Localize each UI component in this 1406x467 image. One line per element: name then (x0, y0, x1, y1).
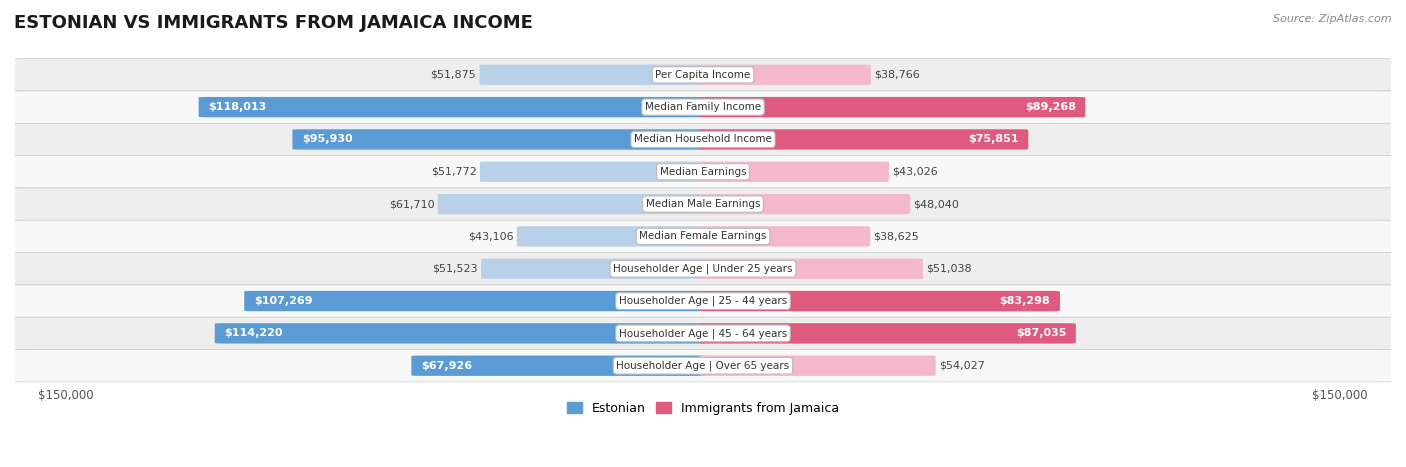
FancyBboxPatch shape (3, 188, 1403, 220)
FancyBboxPatch shape (198, 97, 706, 117)
FancyBboxPatch shape (3, 253, 1403, 285)
FancyBboxPatch shape (700, 162, 889, 182)
Text: $51,038: $51,038 (927, 264, 972, 274)
Text: $67,926: $67,926 (420, 361, 472, 371)
Text: ESTONIAN VS IMMIGRANTS FROM JAMAICA INCOME: ESTONIAN VS IMMIGRANTS FROM JAMAICA INCO… (14, 14, 533, 32)
FancyBboxPatch shape (3, 317, 1403, 349)
FancyBboxPatch shape (479, 64, 706, 85)
FancyBboxPatch shape (700, 194, 910, 214)
Text: $38,625: $38,625 (873, 232, 920, 241)
Text: $114,220: $114,220 (225, 328, 283, 339)
FancyBboxPatch shape (700, 226, 870, 247)
FancyBboxPatch shape (3, 285, 1403, 317)
Text: $118,013: $118,013 (208, 102, 266, 112)
FancyBboxPatch shape (3, 59, 1403, 91)
FancyBboxPatch shape (412, 355, 706, 376)
Text: $75,851: $75,851 (969, 134, 1019, 144)
Text: $107,269: $107,269 (254, 296, 312, 306)
FancyBboxPatch shape (245, 291, 706, 311)
FancyBboxPatch shape (437, 194, 706, 214)
Text: $83,298: $83,298 (1000, 296, 1050, 306)
FancyBboxPatch shape (700, 323, 1076, 344)
FancyBboxPatch shape (700, 291, 1060, 311)
Text: $43,026: $43,026 (891, 167, 938, 177)
Text: Householder Age | Under 25 years: Householder Age | Under 25 years (613, 263, 793, 274)
Text: Source: ZipAtlas.com: Source: ZipAtlas.com (1274, 14, 1392, 24)
Text: Per Capita Income: Per Capita Income (655, 70, 751, 80)
FancyBboxPatch shape (479, 162, 706, 182)
Text: Householder Age | 45 - 64 years: Householder Age | 45 - 64 years (619, 328, 787, 339)
FancyBboxPatch shape (700, 129, 1028, 149)
Legend: Estonian, Immigrants from Jamaica: Estonian, Immigrants from Jamaica (562, 396, 844, 420)
FancyBboxPatch shape (3, 349, 1403, 382)
FancyBboxPatch shape (700, 259, 922, 279)
Text: Householder Age | 25 - 44 years: Householder Age | 25 - 44 years (619, 296, 787, 306)
FancyBboxPatch shape (3, 91, 1403, 123)
FancyBboxPatch shape (292, 129, 706, 149)
Text: $51,772: $51,772 (430, 167, 477, 177)
Text: $43,106: $43,106 (468, 232, 513, 241)
Text: $89,268: $89,268 (1025, 102, 1076, 112)
FancyBboxPatch shape (3, 156, 1403, 188)
Text: Median Female Earnings: Median Female Earnings (640, 232, 766, 241)
FancyBboxPatch shape (481, 259, 706, 279)
Text: Median Male Earnings: Median Male Earnings (645, 199, 761, 209)
Text: Householder Age | Over 65 years: Householder Age | Over 65 years (616, 361, 790, 371)
Text: Median Household Income: Median Household Income (634, 134, 772, 144)
Text: $54,027: $54,027 (939, 361, 984, 371)
FancyBboxPatch shape (3, 123, 1403, 156)
Text: Median Earnings: Median Earnings (659, 167, 747, 177)
FancyBboxPatch shape (215, 323, 706, 344)
FancyBboxPatch shape (517, 226, 706, 247)
Text: $61,710: $61,710 (389, 199, 434, 209)
Text: $38,766: $38,766 (875, 70, 920, 80)
Text: $87,035: $87,035 (1017, 328, 1066, 339)
FancyBboxPatch shape (700, 97, 1085, 117)
FancyBboxPatch shape (3, 220, 1403, 253)
Text: $95,930: $95,930 (302, 134, 353, 144)
FancyBboxPatch shape (700, 64, 870, 85)
FancyBboxPatch shape (700, 355, 935, 376)
Text: $51,875: $51,875 (430, 70, 477, 80)
Text: Median Family Income: Median Family Income (645, 102, 761, 112)
Text: $51,523: $51,523 (432, 264, 478, 274)
Text: $48,040: $48,040 (914, 199, 959, 209)
